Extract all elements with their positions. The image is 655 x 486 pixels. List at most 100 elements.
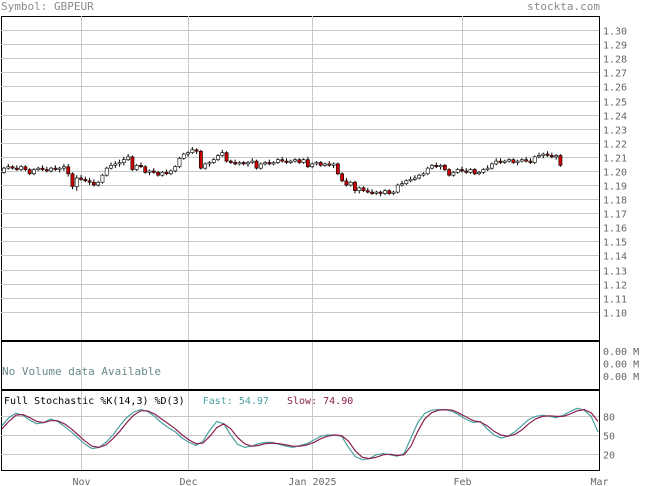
- candle-body: [194, 149, 199, 152]
- candle-body: [151, 170, 156, 173]
- price-tick-label: 1.23: [603, 126, 627, 137]
- candle-body: [91, 181, 96, 186]
- candle-body: [220, 152, 225, 156]
- symbol-label: Symbol: GBPEUR: [1, 0, 94, 13]
- stochastic-tick-label: 80: [603, 413, 615, 424]
- candle-body: [203, 163, 208, 169]
- candle-body: [173, 166, 178, 172]
- candle-body: [134, 165, 139, 170]
- stochastic-fast-line: [1, 407, 599, 461]
- price-tick-label: 1.27: [603, 69, 627, 80]
- candle-body: [280, 159, 285, 162]
- candle-body: [6, 166, 11, 169]
- candle-body: [233, 162, 238, 165]
- price-tick-label: 1.29: [603, 41, 627, 52]
- price-tick-label: 1.13: [603, 267, 627, 278]
- candle-body: [121, 159, 126, 163]
- candle-body: [66, 166, 71, 175]
- candle-body: [327, 163, 332, 166]
- candle-body: [485, 167, 490, 170]
- candle-body: [156, 172, 160, 176]
- candle-body: [271, 162, 276, 165]
- candle-body: [186, 152, 190, 155]
- price-tick-label: 1.11: [603, 295, 627, 306]
- candle-body: [100, 174, 105, 183]
- stochastic-fast-value: 54.97: [238, 396, 269, 407]
- candle-body: [254, 160, 259, 169]
- candle-body: [400, 183, 404, 186]
- price-tick-label: 1.14: [603, 252, 627, 263]
- price-tick-label: 1.16: [603, 224, 627, 235]
- candle-body: [258, 163, 263, 169]
- candle-body: [455, 169, 460, 173]
- price-tick-label: 1.25: [603, 98, 627, 109]
- stochastic-tick-label: 50: [603, 432, 615, 443]
- candle-body: [104, 167, 109, 176]
- candle-body: [318, 162, 323, 166]
- candle-body: [438, 165, 443, 168]
- stochastic-tick-label: 20: [603, 451, 615, 462]
- candle-body: [353, 181, 357, 191]
- candle-body: [344, 180, 349, 186]
- candle-body: [464, 170, 469, 173]
- candle-body: [216, 155, 220, 160]
- candle-body: [314, 162, 319, 165]
- date-tick-label: Feb: [453, 477, 471, 486]
- candle-body: [340, 173, 345, 182]
- candle-body: [19, 166, 24, 170]
- candle-body: [250, 160, 255, 163]
- candle-body: [310, 163, 315, 168]
- candle-body: [23, 166, 28, 170]
- candle-body: [96, 181, 101, 186]
- candle-body: [532, 156, 537, 163]
- price-tick-label: 1.26: [603, 83, 627, 94]
- candle-body: [442, 165, 447, 170]
- date-tick-label: Jan 2025: [288, 477, 336, 486]
- candle-body: [14, 167, 19, 170]
- candle-body: [10, 166, 15, 169]
- candle-body: [558, 155, 563, 166]
- candle-body: [524, 159, 529, 162]
- candle-body: [498, 160, 503, 163]
- price-tick-label: 1.22: [603, 140, 627, 151]
- candle-body: [361, 187, 366, 191]
- stochastic-slow-value: 74.90: [323, 396, 354, 407]
- candle-body: [301, 159, 306, 163]
- candle-body: [507, 159, 511, 162]
- candle-body: [378, 191, 383, 194]
- candle-body: [511, 159, 516, 163]
- candle-body: [160, 172, 165, 176]
- candle-body: [481, 169, 486, 173]
- candle-body: [190, 149, 195, 153]
- candle-body: [143, 166, 148, 173]
- candle-body: [460, 169, 464, 172]
- candle-body: [404, 180, 409, 184]
- candle-body: [331, 163, 336, 166]
- price-tick-label: 1.19: [603, 182, 627, 193]
- candle-body: [32, 169, 36, 175]
- candle-body: [181, 153, 186, 159]
- candle-body: [434, 165, 439, 168]
- candle-body: [228, 160, 233, 163]
- price-tick-label: 1.12: [603, 281, 627, 292]
- candle-body: [421, 173, 426, 176]
- volume-tick-label: 0.00 M: [603, 372, 639, 383]
- candle-body: [267, 162, 272, 165]
- stochastic-slow-line: [1, 408, 599, 460]
- candle-body: [472, 169, 477, 175]
- price-tick-label: 1.21: [603, 154, 627, 165]
- candle-body: [537, 155, 541, 158]
- candle-body: [554, 155, 559, 158]
- candle-body: [545, 153, 550, 156]
- candle-body: [447, 169, 452, 176]
- candle-body: [164, 172, 169, 175]
- volume-tick-label: 0.00 M: [603, 360, 639, 371]
- candle-body: [237, 162, 242, 165]
- candle-body: [284, 160, 289, 163]
- candle-body: [276, 159, 280, 163]
- candle-body: [2, 167, 6, 173]
- candle-body: [62, 166, 66, 169]
- candle-body: [109, 165, 113, 169]
- price-tick-label: 1.17: [603, 210, 627, 221]
